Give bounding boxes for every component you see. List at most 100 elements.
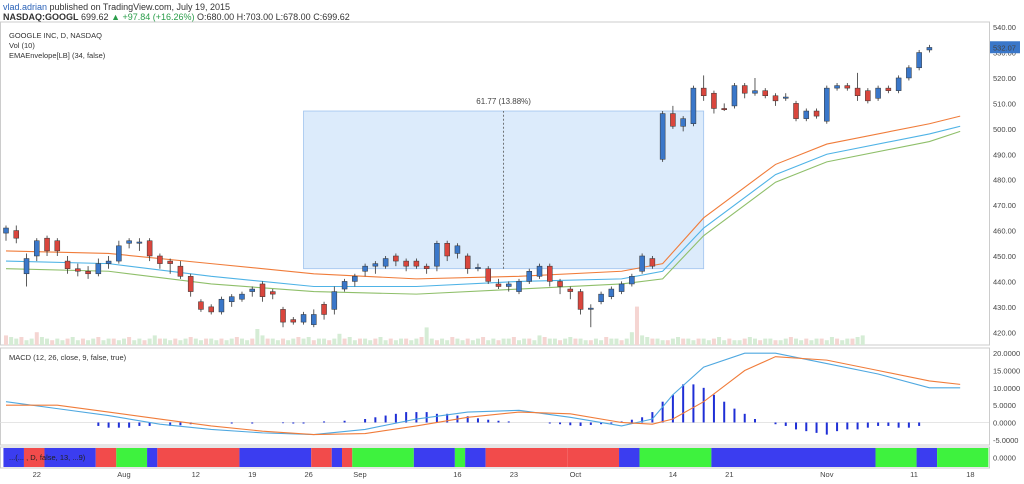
- candle-body: [372, 263, 379, 267]
- volume-bar: [758, 340, 763, 345]
- price-tick-label: 540.00: [993, 23, 1016, 32]
- candle-body: [23, 258, 30, 275]
- volume-bar: [178, 340, 183, 345]
- candle-body: [557, 281, 563, 287]
- volume-bar: [368, 340, 373, 345]
- candle-body: [464, 255, 471, 269]
- volume-bar: [60, 340, 65, 345]
- last-price-tag: [990, 41, 1020, 54]
- volume-bar: [614, 338, 619, 345]
- volume-bar: [301, 338, 306, 345]
- candle-body: [311, 314, 317, 325]
- volume-bar: [9, 337, 14, 345]
- volume-bar: [542, 337, 547, 345]
- volume-bar: [127, 337, 132, 345]
- candle-body: [280, 309, 286, 323]
- volume-bar: [414, 338, 419, 345]
- volume-bar: [640, 335, 645, 345]
- volume-bar: [204, 338, 209, 345]
- volume-bar: [501, 338, 506, 345]
- volume-bar: [686, 338, 691, 345]
- volume-bar: [91, 338, 96, 345]
- candle-body: [906, 67, 912, 79]
- volume-bar: [655, 338, 660, 345]
- strip-segment: [3, 448, 24, 467]
- change-value: ▲ +97.84 (+16.26%): [111, 12, 195, 22]
- last-price-tag-label: 532.07: [993, 43, 1016, 52]
- price-tick-label: 480.00: [993, 176, 1016, 185]
- volume-bar: [393, 340, 398, 345]
- volume-bar: [45, 338, 50, 345]
- volume-bar: [168, 340, 173, 345]
- candle-body: [813, 110, 820, 117]
- volume-bar: [86, 340, 91, 345]
- volume-bar: [291, 338, 296, 345]
- macd-tick-label: 0.0000: [993, 418, 1016, 427]
- strip-segment: [567, 448, 620, 467]
- candle-body: [844, 85, 851, 89]
- candle-body: [670, 113, 676, 127]
- strip-segment: [619, 448, 640, 467]
- candle-body: [649, 258, 656, 267]
- candle-body: [485, 268, 491, 282]
- candle-body: [772, 95, 779, 102]
- volume-bar: [352, 340, 357, 345]
- volume-bar: [783, 338, 788, 345]
- candle-body: [700, 87, 707, 97]
- candle-body: [690, 87, 697, 124]
- volume-bar: [840, 340, 845, 345]
- candle-body: [362, 265, 368, 272]
- candle-body: [505, 283, 512, 287]
- volume-bar: [255, 329, 260, 345]
- macd-tick-label: 10.0000: [993, 384, 1020, 393]
- candle-body: [85, 270, 91, 275]
- date-tick-label: 21: [725, 470, 733, 479]
- candle-body: [105, 260, 112, 264]
- volume-bar: [239, 338, 244, 345]
- candle-body: [547, 265, 553, 282]
- volume-bar: [681, 338, 686, 345]
- strip-segment: [342, 448, 353, 467]
- volume-bar: [855, 337, 860, 345]
- candle-body: [629, 276, 635, 285]
- date-tick-label: Sep: [353, 470, 366, 479]
- candle-body: [423, 265, 430, 269]
- volume-bar: [29, 338, 34, 345]
- candle-body: [75, 268, 81, 272]
- volume-bar: [829, 337, 834, 345]
- volume-bar: [322, 338, 327, 345]
- candle-body: [680, 118, 686, 127]
- volume-bar: [445, 340, 450, 345]
- volume-bar: [347, 337, 352, 345]
- author-name[interactable]: vlad.adrian: [3, 2, 48, 12]
- legend-envelope: EMAEnvelope[LB] (34, false): [9, 51, 106, 60]
- volume-bar: [455, 338, 460, 345]
- volume-bar: [342, 338, 347, 345]
- volume-bar: [245, 340, 250, 345]
- volume-bar: [701, 338, 706, 345]
- volume-bar: [14, 338, 19, 345]
- candle-body: [136, 241, 143, 244]
- candle-body: [536, 265, 543, 277]
- date-tick-label: 19: [248, 470, 256, 479]
- strip-segment: [311, 448, 332, 467]
- date-tick-label: 22: [33, 470, 41, 479]
- strip-tick-label: 0.0000: [993, 454, 1016, 463]
- volume-bar: [563, 338, 568, 345]
- strip-segment: [239, 448, 312, 467]
- low-value: L:678.00: [275, 12, 311, 22]
- volume-bar: [214, 340, 219, 345]
- volume-bar: [794, 338, 799, 345]
- volume-bar: [434, 340, 439, 345]
- volume-bar: [163, 338, 168, 345]
- volume-bar: [752, 338, 757, 345]
- volume-bar: [332, 338, 337, 345]
- volume-bar: [404, 338, 409, 345]
- candle-body: [618, 283, 625, 292]
- volume-bar: [465, 338, 470, 345]
- volume-bar: [250, 338, 255, 345]
- macd-pane: [0, 347, 990, 446]
- volume-bar: [634, 306, 639, 345]
- strip-segment: [331, 448, 343, 467]
